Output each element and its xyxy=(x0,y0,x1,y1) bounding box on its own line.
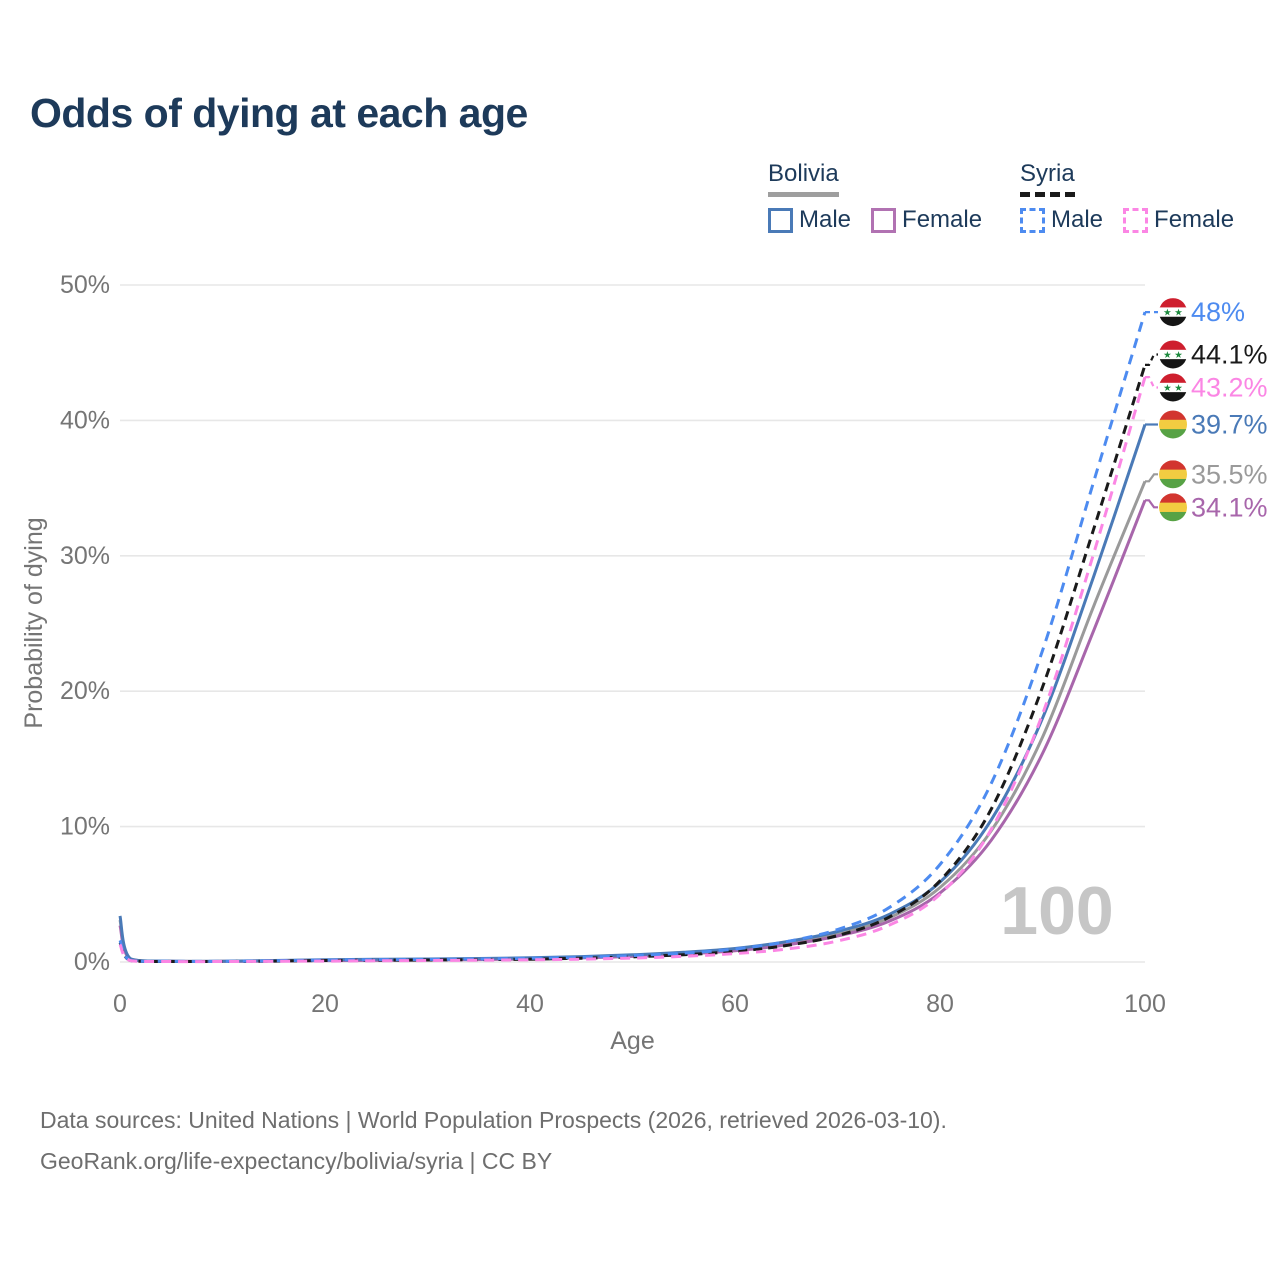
footer-datasource-line: Data sources: United Nations | World Pop… xyxy=(40,1107,947,1133)
series-line-syria-female[interactable] xyxy=(118,376,1147,964)
legend-group-bolivia: Bolivia Male Female xyxy=(768,160,982,234)
syria-flag-icon: ★ ★ xyxy=(1159,340,1187,369)
series-line-syria-male[interactable] xyxy=(118,311,1147,963)
legend-item-label: Female xyxy=(1154,206,1235,233)
x-tick-label-60: 60 xyxy=(721,990,749,1018)
watermark-age-100: 100 xyxy=(1000,873,1114,949)
label-connector-bolivia-both xyxy=(1145,473,1158,483)
end-value-label-syria-female: 43.2% xyxy=(1191,372,1268,402)
solid-line-swatch-icon xyxy=(768,207,793,233)
legend-items-bolivia: Male Female xyxy=(768,206,982,234)
x-tick-label-20: 20 xyxy=(311,990,339,1018)
legend-group-syria: Syria Male Female xyxy=(1020,160,1234,234)
legend-country-bolivia[interactable]: Bolivia xyxy=(768,160,839,197)
footer: Data sources: United Nations | World Pop… xyxy=(40,1100,947,1182)
y-tick-label-40%: 40% xyxy=(60,406,110,434)
legend-item-bolivia-female[interactable]: Female xyxy=(871,206,982,234)
bolivia-flag-icon xyxy=(1159,493,1187,522)
legend-items-syria: Male Female xyxy=(1020,206,1234,234)
y-tick-label-0%: 0% xyxy=(74,948,110,976)
end-value-label-syria-male: 48% xyxy=(1191,297,1245,327)
y-axis-title: Probability of dying xyxy=(20,517,48,728)
label-connector-syria-both xyxy=(1145,353,1158,366)
x-tick-label-80: 80 xyxy=(926,990,954,1018)
legend-item-label: Male xyxy=(799,206,852,233)
syria-flag-icon: ★ ★ xyxy=(1159,298,1187,327)
end-value-label-syria-both: 44.1% xyxy=(1191,339,1268,369)
syria-flag-stars: ★ ★ xyxy=(1163,308,1183,319)
bolivia-flag-icon xyxy=(1159,460,1187,489)
legend-item-syria-male[interactable]: Male xyxy=(1020,206,1103,234)
y-tick-label-10%: 10% xyxy=(60,813,110,841)
syria-flag-stars: ★ ★ xyxy=(1163,350,1183,361)
dashed-line-swatch-icon xyxy=(1020,207,1045,233)
dashed-line-swatch-icon xyxy=(1123,207,1149,233)
legend-item-syria-female[interactable]: Female xyxy=(1123,206,1234,234)
end-value-label-bolivia-male: 39.7% xyxy=(1191,409,1268,439)
footer-attribution-line: GeoRank.org/life-expectancy/bolivia/syri… xyxy=(40,1148,553,1174)
legend-item-label: Female xyxy=(902,206,983,233)
label-connector-syria-female xyxy=(1145,376,1158,389)
x-axis-title: Age xyxy=(610,1027,654,1055)
end-value-label-bolivia-female: 34.1% xyxy=(1191,492,1268,522)
x-tick-label-100: 100 xyxy=(1124,990,1166,1018)
x-tick-label-0: 0 xyxy=(113,990,127,1018)
y-tick-label-50%: 50% xyxy=(60,271,110,299)
bolivia-flag-icon xyxy=(1159,410,1187,439)
solid-line-swatch-icon xyxy=(871,207,897,233)
legend-item-label: Male xyxy=(1051,206,1104,233)
end-value-label-bolivia-both: 35.5% xyxy=(1191,459,1268,489)
y-tick-label-30%: 30% xyxy=(60,542,110,570)
label-connector-bolivia-female xyxy=(1145,499,1158,509)
y-tick-label-20%: 20% xyxy=(60,677,110,705)
legend-item-bolivia-male[interactable]: Male xyxy=(768,206,851,234)
legend-country-syria[interactable]: Syria xyxy=(1020,160,1075,197)
page-title: Odds of dying at each age xyxy=(30,90,528,136)
syria-flag-stars: ★ ★ xyxy=(1163,383,1183,394)
syria-flag-icon: ★ ★ xyxy=(1159,373,1187,402)
x-tick-label-40: 40 xyxy=(516,990,544,1018)
